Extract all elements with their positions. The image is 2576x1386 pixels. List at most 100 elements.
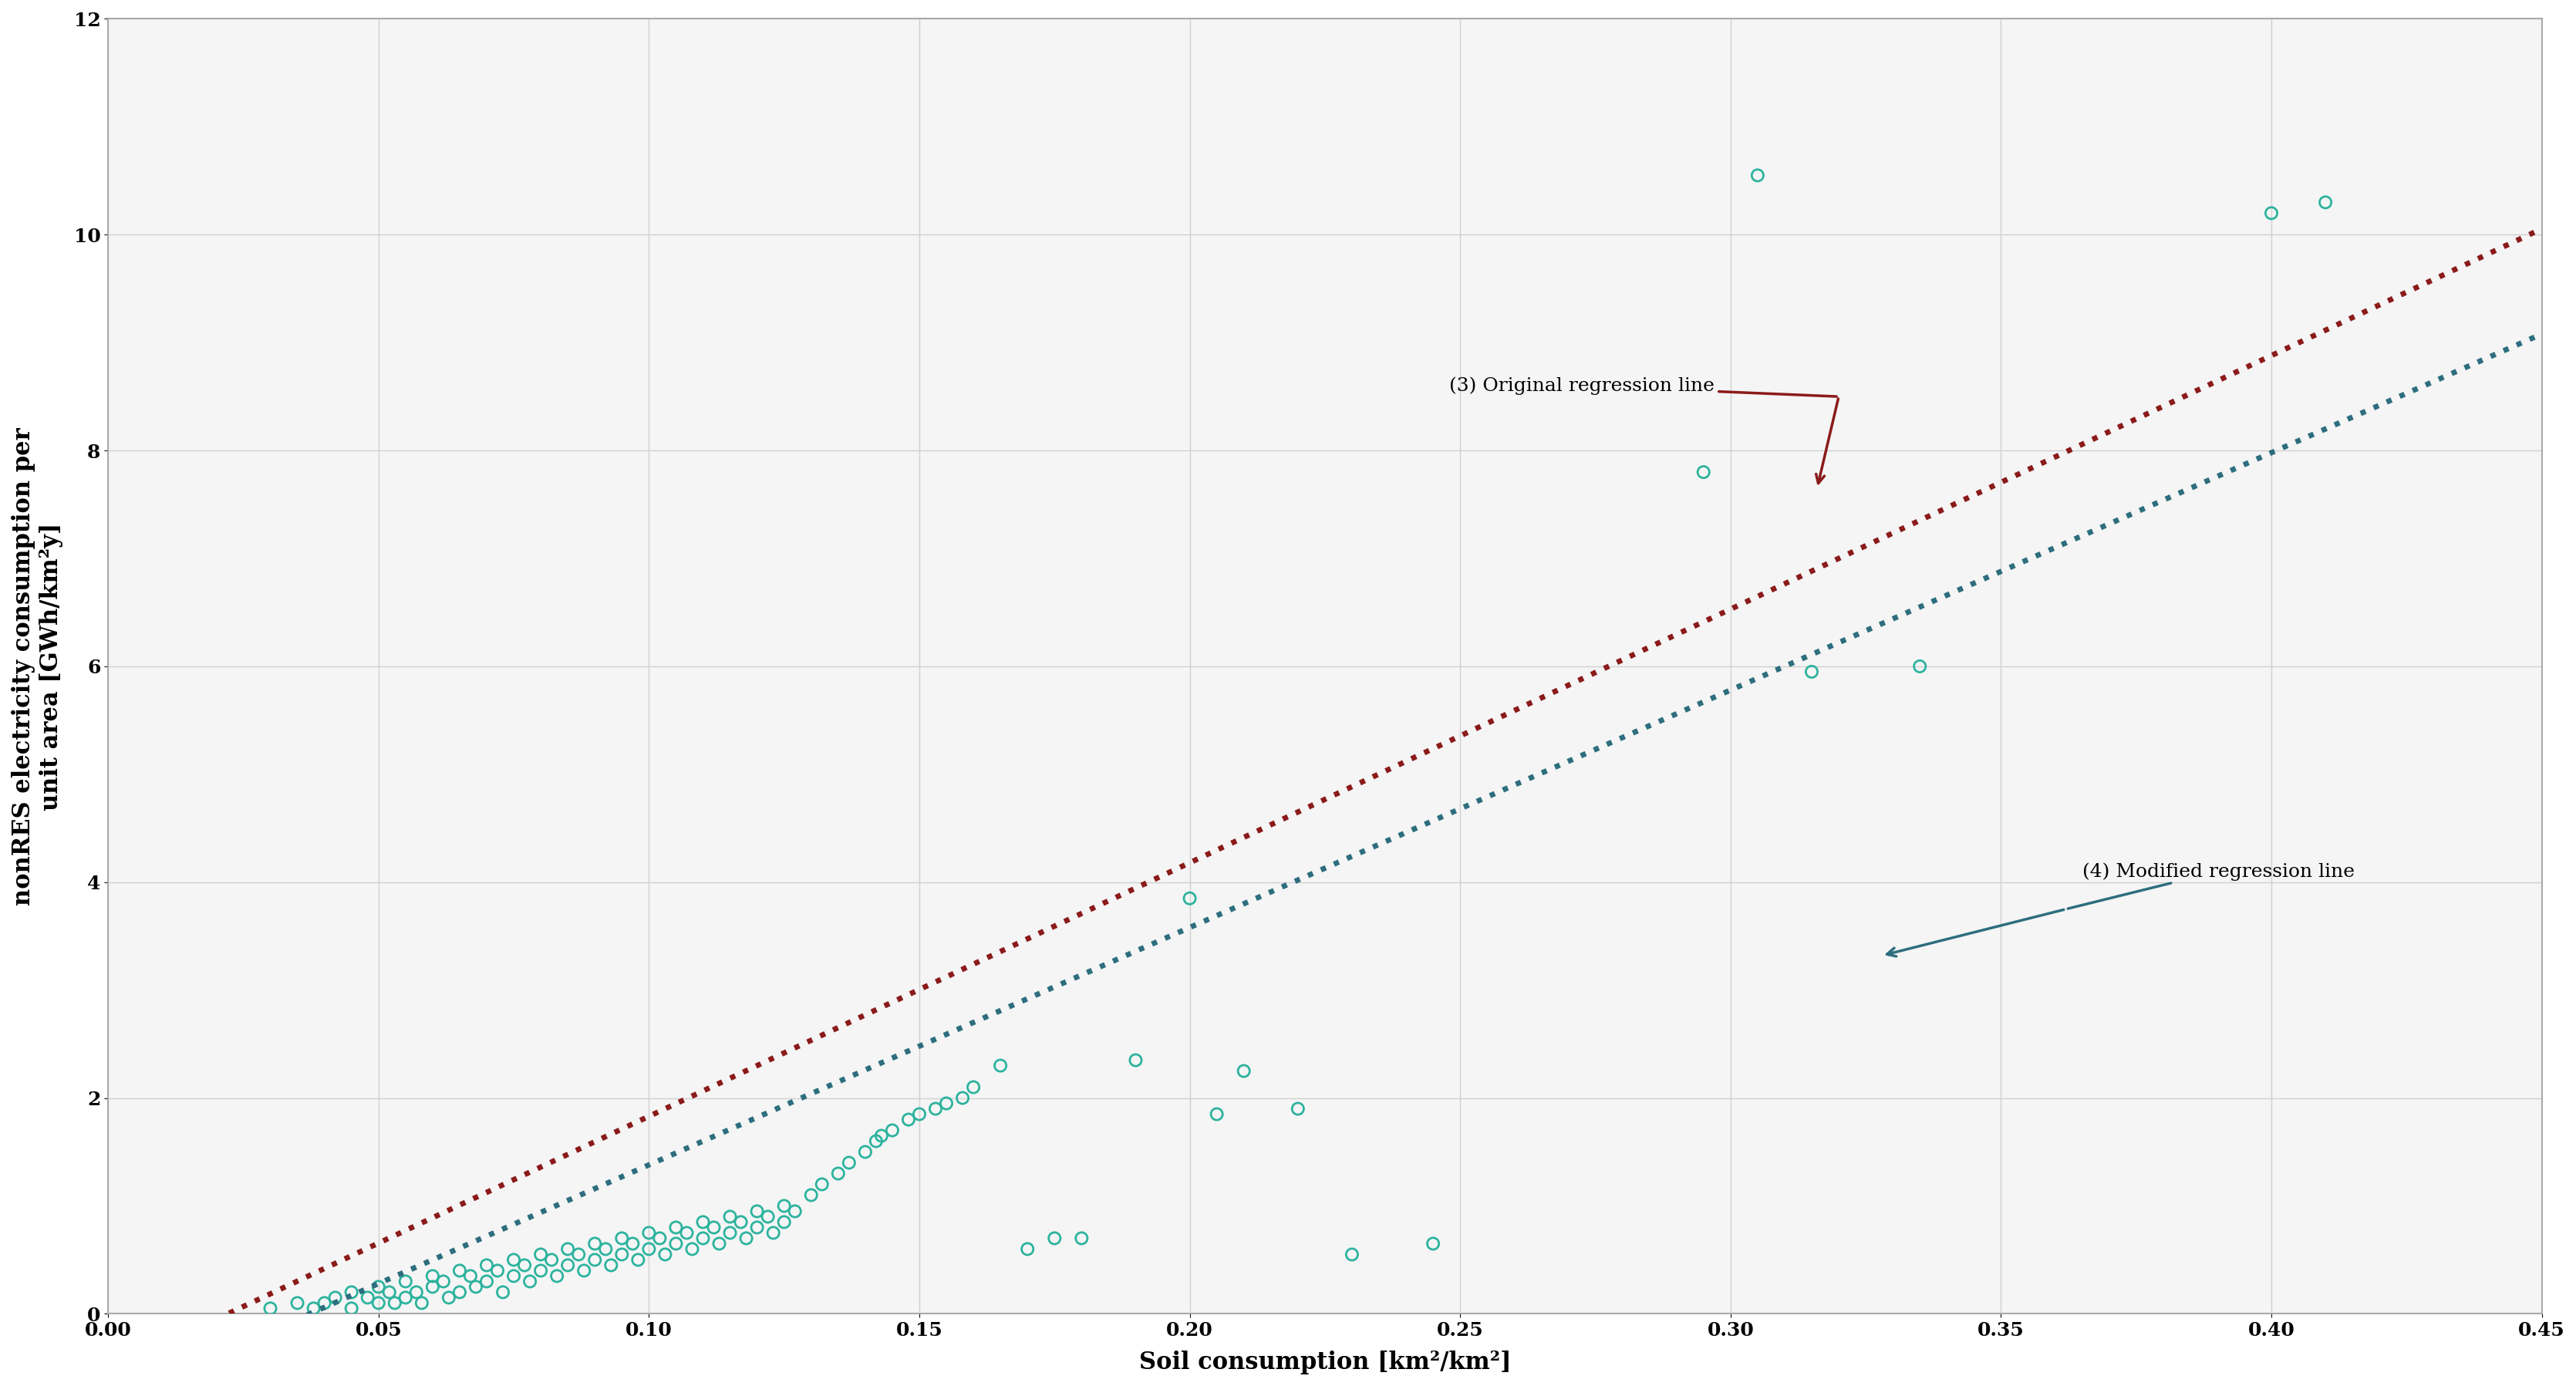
Point: [860, 1124, 902, 1146]
Point: [698, 1232, 739, 1254]
Point: [1224, 1060, 1265, 1082]
Point: [1899, 656, 1940, 678]
Point: [492, 1249, 533, 1271]
Point: [737, 1200, 778, 1222]
Y-axis label: nonRES electricity consumption per
unit area [GWh/km²y]: nonRES electricity consumption per unit …: [10, 427, 62, 905]
Point: [600, 1243, 641, 1265]
Point: [330, 1297, 371, 1319]
Point: [276, 1292, 317, 1314]
Point: [629, 1238, 670, 1260]
Point: [384, 1271, 425, 1293]
Text: (3) Original regression line: (3) Original regression line: [1448, 377, 1837, 396]
Point: [721, 1211, 762, 1234]
Point: [402, 1292, 443, 1314]
Point: [250, 1297, 291, 1319]
Text: (4) Modified regression line: (4) Modified regression line: [2069, 862, 2354, 909]
Point: [1115, 1049, 1157, 1071]
Point: [683, 1227, 724, 1249]
Point: [899, 1103, 940, 1125]
Point: [412, 1265, 453, 1288]
Point: [1736, 165, 1777, 187]
Point: [1332, 1243, 1373, 1265]
Point: [1061, 1227, 1103, 1249]
Point: [294, 1297, 335, 1319]
Point: [1195, 1103, 1236, 1125]
Point: [438, 1260, 479, 1282]
Point: [943, 1087, 984, 1109]
Point: [752, 1222, 793, 1245]
Point: [672, 1238, 714, 1260]
Point: [314, 1286, 355, 1308]
Point: [629, 1222, 670, 1245]
Point: [438, 1281, 479, 1303]
Point: [412, 1275, 453, 1297]
Point: [979, 1055, 1020, 1077]
Point: [693, 1217, 734, 1239]
Point: [451, 1265, 492, 1288]
Point: [1412, 1232, 1453, 1254]
Point: [466, 1254, 507, 1277]
Point: [368, 1281, 410, 1303]
X-axis label: Soil consumption [km²/km²]: Soil consumption [km²/km²]: [1139, 1350, 1510, 1375]
Point: [585, 1238, 626, 1260]
Point: [358, 1275, 399, 1297]
Point: [801, 1173, 842, 1195]
Point: [358, 1292, 399, 1314]
Point: [2303, 191, 2344, 213]
Point: [1278, 1098, 1319, 1120]
Point: [1007, 1238, 1048, 1260]
Point: [397, 1281, 438, 1303]
Point: [564, 1260, 605, 1282]
Point: [683, 1211, 724, 1234]
Point: [845, 1141, 886, 1163]
Point: [667, 1222, 708, 1245]
Point: [639, 1227, 680, 1249]
Point: [762, 1195, 804, 1217]
Point: [559, 1243, 600, 1265]
Point: [737, 1217, 778, 1239]
Point: [775, 1200, 817, 1222]
Point: [1170, 887, 1211, 909]
Point: [348, 1286, 389, 1308]
Point: [492, 1265, 533, 1288]
Point: [654, 1232, 696, 1254]
Point: [536, 1265, 577, 1288]
Point: [456, 1275, 497, 1297]
Point: [520, 1243, 562, 1265]
Point: [762, 1211, 804, 1234]
Point: [422, 1271, 464, 1293]
Point: [871, 1120, 912, 1142]
Point: [618, 1249, 659, 1271]
Point: [574, 1232, 616, 1254]
Point: [1790, 661, 1832, 683]
Point: [925, 1092, 966, 1114]
Point: [600, 1227, 641, 1249]
Point: [384, 1286, 425, 1308]
Point: [1682, 462, 1723, 484]
Point: [330, 1281, 371, 1303]
Point: [817, 1163, 858, 1185]
Point: [747, 1206, 788, 1228]
Point: [374, 1292, 415, 1314]
Point: [708, 1206, 750, 1228]
Point: [546, 1254, 587, 1277]
Point: [644, 1243, 685, 1265]
Point: [855, 1130, 896, 1152]
Point: [590, 1254, 631, 1277]
Point: [510, 1271, 551, 1293]
Point: [791, 1184, 832, 1206]
Point: [477, 1260, 518, 1282]
Point: [613, 1232, 654, 1254]
Point: [708, 1222, 750, 1245]
Point: [428, 1286, 469, 1308]
Point: [827, 1152, 868, 1174]
Point: [726, 1227, 768, 1249]
Point: [654, 1217, 696, 1239]
Point: [520, 1260, 562, 1282]
Point: [466, 1271, 507, 1293]
Point: [889, 1109, 930, 1131]
Point: [505, 1254, 546, 1277]
Point: [546, 1238, 587, 1260]
Point: [1033, 1227, 1074, 1249]
Point: [953, 1076, 994, 1098]
